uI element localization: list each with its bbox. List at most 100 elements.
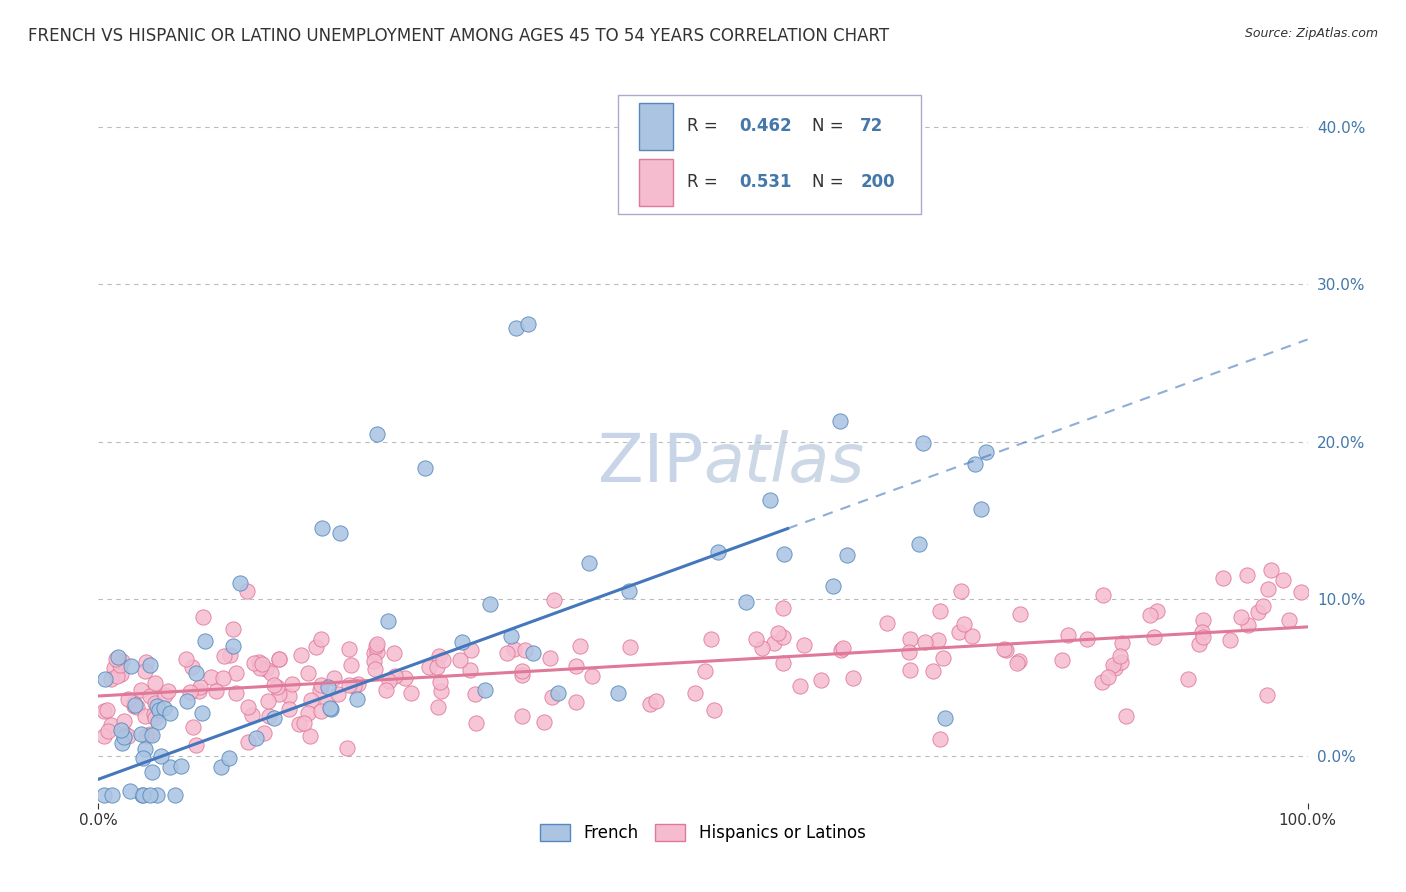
Point (516, 317, 538, 331)
Point (225, 666, 247, 681)
Point (118, 784, 141, 798)
Point (541, 690, 564, 705)
Point (772, 656, 794, 670)
Point (181, 720, 204, 734)
Point (929, 731, 952, 746)
Point (1091, 675, 1114, 690)
Text: R =: R = (688, 173, 723, 192)
Point (103, 661, 125, 675)
Point (263, 711, 285, 725)
Point (619, 640, 641, 654)
Point (547, 686, 569, 700)
Point (194, 633, 217, 648)
Point (693, 664, 716, 678)
Point (432, 653, 454, 667)
Point (515, 642, 537, 657)
Point (191, 706, 214, 720)
Point (188, 683, 211, 698)
Point (427, 648, 450, 663)
FancyBboxPatch shape (638, 103, 673, 150)
Point (828, 414, 851, 428)
Point (135, 729, 157, 743)
Point (898, 632, 921, 647)
Point (267, 652, 290, 666)
Point (281, 677, 304, 691)
Point (184, 738, 207, 752)
Point (703, 703, 725, 717)
Point (510, 668, 533, 682)
Point (139, 658, 162, 673)
Point (339, 657, 361, 672)
Text: 72: 72 (860, 118, 883, 136)
Point (1102, 658, 1125, 673)
Point (464, 688, 486, 702)
Point (366, 639, 388, 653)
Point (134, 742, 156, 756)
Point (1251, 599, 1274, 613)
Point (1192, 631, 1215, 645)
Point (142, 706, 165, 721)
Point (366, 645, 388, 659)
Point (141, 728, 163, 742)
Point (1260, 563, 1282, 577)
Point (965, 457, 987, 471)
Text: Source: ZipAtlas.com: Source: ZipAtlas.com (1244, 27, 1378, 40)
Point (1050, 653, 1073, 667)
Point (328, 687, 350, 701)
Point (125, 700, 148, 714)
Point (145, 699, 167, 714)
Point (700, 632, 723, 647)
Point (364, 662, 387, 676)
Point (418, 659, 440, 673)
Point (763, 636, 786, 650)
Point (1005, 657, 1028, 671)
Point (122, 696, 145, 710)
Point (974, 445, 997, 459)
Point (249, 661, 271, 675)
Point (993, 641, 1015, 656)
Point (107, 650, 129, 665)
Point (821, 579, 844, 593)
Point (479, 597, 502, 611)
Point (347, 676, 370, 690)
Point (114, 727, 136, 741)
Point (250, 657, 273, 671)
Point (292, 716, 315, 731)
Point (837, 548, 859, 562)
Point (297, 665, 319, 680)
Point (952, 616, 974, 631)
Point (299, 729, 322, 743)
Point (464, 716, 486, 731)
Point (132, 788, 155, 802)
Point (236, 735, 259, 749)
Point (153, 688, 176, 702)
Point (309, 677, 332, 691)
Point (346, 692, 368, 706)
Point (1212, 571, 1234, 585)
Point (236, 584, 259, 599)
Point (93, 788, 115, 802)
Point (1104, 661, 1126, 675)
Point (429, 683, 451, 698)
Text: 200: 200 (860, 173, 894, 192)
Point (169, 759, 191, 773)
Point (148, 702, 170, 716)
Point (96, 703, 118, 717)
Point (908, 536, 931, 550)
Point (429, 675, 451, 690)
Point (174, 651, 197, 665)
Point (638, 697, 661, 711)
Point (159, 760, 181, 774)
Point (399, 686, 422, 700)
Point (413, 461, 436, 475)
Point (319, 701, 342, 715)
Text: FRENCH VS HISPANIC OR LATINO UNEMPLOYMENT AMONG AGES 45 TO 54 YEARS CORRELATION : FRENCH VS HISPANIC OR LATINO UNEMPLOYMEN… (28, 27, 889, 45)
Point (683, 686, 706, 700)
Point (607, 686, 630, 700)
Point (460, 643, 482, 657)
Point (793, 638, 815, 652)
Point (735, 594, 758, 608)
Point (129, 727, 152, 741)
Point (758, 492, 780, 507)
Point (474, 682, 496, 697)
